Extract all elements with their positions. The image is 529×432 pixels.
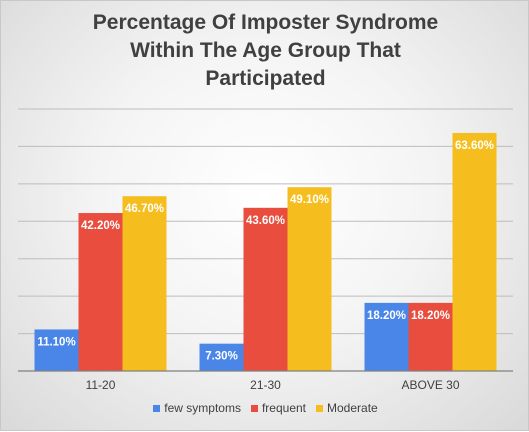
data-label: 18.20% xyxy=(411,310,450,322)
legend-swatch xyxy=(316,404,324,412)
x-tick-label: 11-20 xyxy=(86,378,116,392)
bar xyxy=(243,207,288,371)
bar xyxy=(452,132,497,371)
data-label: 43.60% xyxy=(246,215,285,227)
legend-swatch xyxy=(250,404,258,412)
data-label: 49.10% xyxy=(290,194,329,206)
data-label: 11.10% xyxy=(37,336,75,348)
legend-label: few symptoms xyxy=(164,401,241,415)
chart-title: Percentage Of Imposter Syndrome Within T… xyxy=(92,11,439,90)
legend-label: frequent xyxy=(261,401,307,415)
chart-legend: few symptoms frequent Moderate xyxy=(1,401,529,415)
legend-entry: few symptoms xyxy=(153,401,241,415)
legend-entry: Moderate xyxy=(316,401,378,415)
bar xyxy=(199,343,244,371)
bar xyxy=(34,329,79,371)
legend-entry: frequent xyxy=(250,401,307,415)
bar xyxy=(408,302,453,371)
bar xyxy=(122,196,167,371)
data-label: 18.20% xyxy=(367,310,406,322)
data-label: 42.20% xyxy=(81,220,120,232)
x-tick-label: 21-30 xyxy=(250,378,281,392)
legend-swatch xyxy=(153,404,161,412)
data-label: 46.70% xyxy=(125,203,164,215)
bar xyxy=(364,302,409,371)
data-label: 63.60% xyxy=(455,140,494,152)
legend-label: Moderate xyxy=(327,401,378,415)
x-tick-label: ABOVE 30 xyxy=(401,378,459,392)
data-label: 7.30% xyxy=(205,351,238,363)
bar xyxy=(287,187,332,371)
bar xyxy=(78,213,123,371)
